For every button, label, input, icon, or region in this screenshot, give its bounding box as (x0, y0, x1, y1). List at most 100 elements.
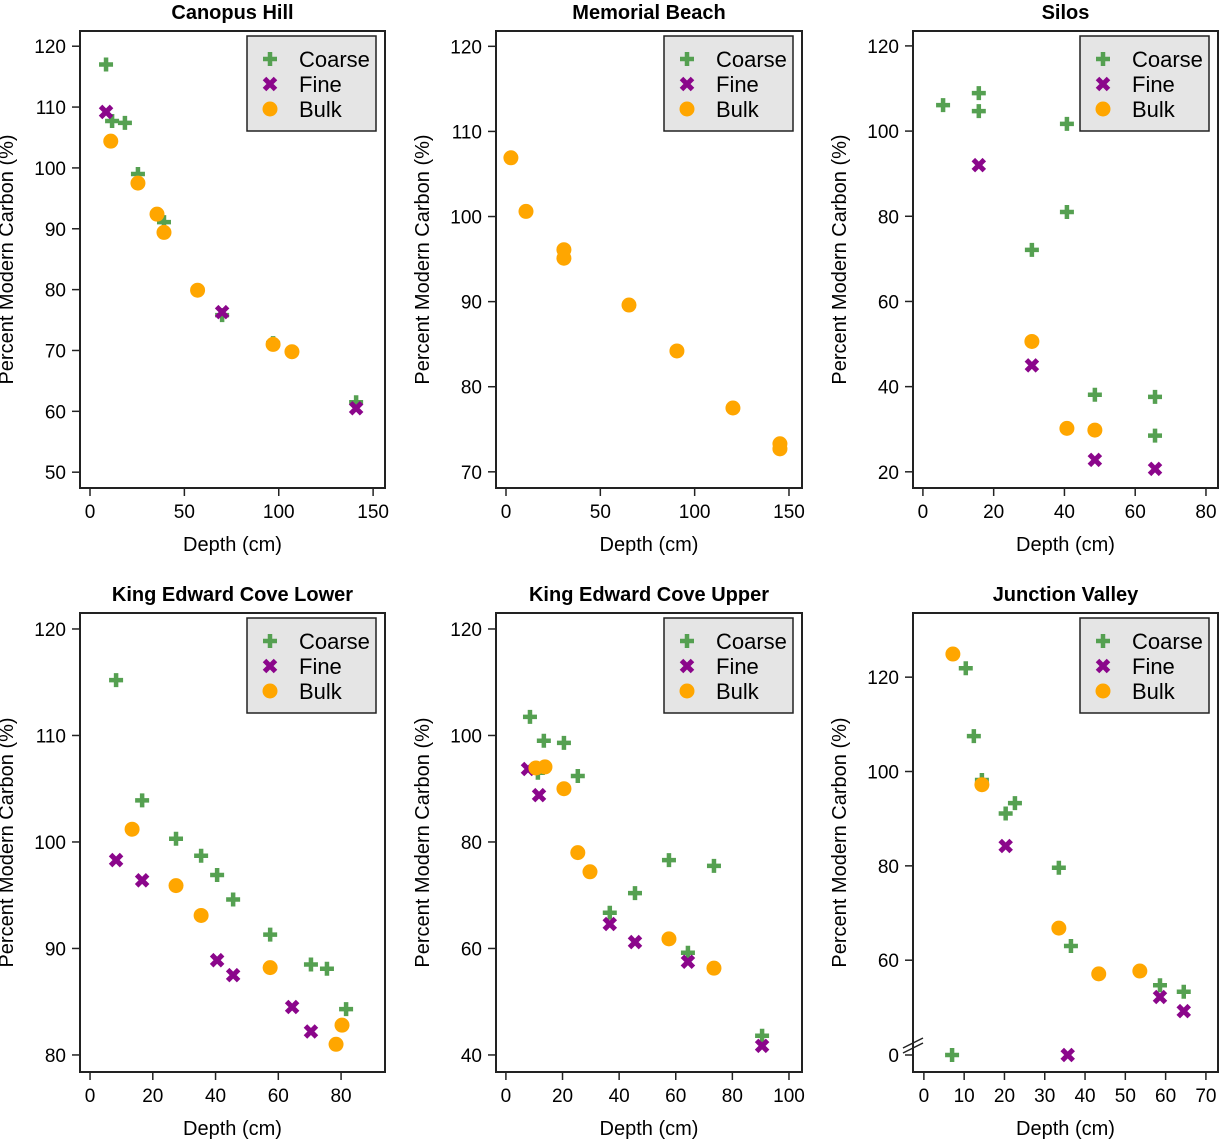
data-point-bulk (149, 206, 165, 222)
y-tick-label: 70 (45, 341, 66, 362)
series-bulk (1024, 333, 1103, 438)
data-point-fine (1087, 452, 1103, 468)
y-tick-label: 110 (452, 122, 482, 143)
panel-junction-valley: Junction Valley 0 10 20 30 40 50 60 70 0 60 80 100 12… (829, 584, 1219, 1140)
series-fine (108, 852, 319, 1039)
y-tick-label: 100 (34, 833, 66, 854)
data-point-coarse (680, 945, 695, 960)
x-tick-label: 50 (590, 502, 611, 523)
data-point-fine (214, 304, 230, 320)
y-tick-label: 20 (878, 463, 899, 484)
y-tick-label: 80 (45, 281, 66, 302)
data-point-coarse (339, 1002, 354, 1017)
x-tick-label: 10 (954, 1086, 975, 1107)
panel-title: Junction Valley (993, 584, 1139, 606)
data-point-coarse (998, 806, 1013, 821)
y-tick-label: 80 (461, 378, 482, 399)
data-point-fine (1176, 1003, 1192, 1019)
legend-marker-bulk (1095, 101, 1111, 117)
data-point-bulk (190, 282, 206, 298)
data-point-coarse (706, 858, 721, 873)
data-point-fine (754, 1038, 770, 1054)
x-tick-label: 100 (263, 502, 295, 523)
y-tick-label: 120 (34, 37, 66, 58)
panel-title: Silos (1042, 2, 1090, 24)
legend-label: Fine (1132, 654, 1175, 679)
legend-label: Coarse (716, 629, 787, 654)
data-point-coarse (303, 957, 318, 972)
y-axis-label: Percent Modern Carbon (%) (829, 717, 851, 967)
legend-marker-coarse (263, 52, 277, 66)
data-point-coarse (226, 892, 241, 907)
data-point-bulk (168, 878, 184, 894)
x-tick-label: 0 (918, 502, 929, 523)
data-point-bulk (193, 907, 209, 923)
data-point-coarse (1087, 387, 1102, 402)
panel-memorial-beach: Memorial Beach 0 50 100 150 70 80 90 100 110 120 De… (412, 2, 805, 556)
y-axis-label: Percent Modern Carbon (%) (0, 134, 18, 384)
panel-king-edward-cove-upper: King Edward Cove Upper 0 20 40 60 80 100 40 60 80… (412, 584, 805, 1140)
legend-marker-fine (262, 658, 278, 674)
panel-canopus-hill: Canopus Hill 0 50 100 150 50 60 70 80 90 100 110 120… (0, 2, 389, 556)
x-axis-label: Depth (cm) (183, 1118, 282, 1140)
data-point-fine (98, 104, 114, 120)
y-tick-label: 120 (867, 668, 899, 689)
legend-marker-coarse (1096, 634, 1110, 648)
data-point-coarse (1059, 205, 1074, 220)
legend-label: Fine (299, 654, 342, 679)
legend-marker-coarse (263, 634, 277, 648)
y-tick-label: 80 (461, 833, 482, 854)
data-point-coarse (263, 927, 278, 942)
data-point-bulk (328, 1036, 344, 1052)
x-tick-label: 0 (85, 502, 96, 523)
data-point-coarse (1059, 116, 1074, 131)
data-point-coarse (755, 1028, 770, 1043)
x-tick-label: 100 (773, 1086, 805, 1107)
data-point-bulk (284, 344, 300, 360)
data-point-coarse (1152, 978, 1167, 993)
y-tick-label: 120 (450, 620, 482, 641)
x-tick-label: 0 (919, 1086, 930, 1107)
panel-title: King Edward Cove Upper (529, 584, 769, 606)
legend-label: Bulk (1132, 679, 1176, 704)
legend-label: Coarse (1132, 629, 1203, 654)
x-tick-label: 20 (552, 1086, 573, 1107)
y-tick-label: 120 (450, 37, 482, 58)
data-point-coarse (661, 853, 676, 868)
data-point-coarse (1148, 389, 1163, 404)
data-point-fine (1024, 358, 1040, 373)
data-point-coarse (1051, 860, 1066, 875)
panel-title: Canopus Hill (171, 2, 293, 24)
x-tick-label: 30 (1034, 1086, 1055, 1107)
y-axis-label: Percent Modern Carbon (%) (0, 717, 18, 967)
data-point-bulk (621, 297, 637, 313)
data-point-coarse (602, 905, 617, 920)
legend-marker-coarse (680, 52, 694, 66)
x-tick-label: 0 (501, 502, 512, 523)
data-point-fine (971, 157, 987, 173)
legend-label: Fine (716, 72, 759, 97)
data-point-coarse (936, 98, 951, 113)
panel-king-edward-cove-lower: King Edward Cove Lower 0 20 40 60 80 80 90 100 11… (0, 584, 386, 1140)
y-tick-label: 60 (878, 951, 899, 972)
series-coarse (522, 709, 770, 1043)
data-point-coarse (99, 57, 114, 72)
data-point-coarse (319, 961, 334, 976)
series-bulk (503, 150, 788, 457)
data-point-bulk (661, 931, 677, 947)
legend-label: Bulk (716, 679, 760, 704)
data-point-fine (225, 967, 241, 983)
y-tick-label: 90 (45, 939, 66, 960)
data-point-coarse (1148, 428, 1163, 443)
y-tick-label: 40 (461, 1046, 482, 1067)
data-point-coarse (1007, 796, 1022, 811)
y-tick-label: 40 (878, 378, 899, 399)
data-point-bulk (974, 777, 990, 793)
data-point-bulk (130, 175, 146, 191)
data-point-fine (602, 916, 618, 932)
y-tick-label: 90 (45, 220, 66, 241)
data-point-coarse (958, 661, 973, 676)
